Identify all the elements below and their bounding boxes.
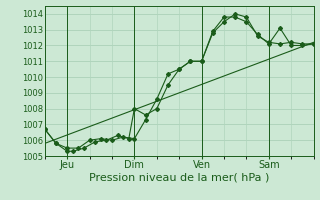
X-axis label: Pression niveau de la mer( hPa ): Pression niveau de la mer( hPa ) [89,173,269,183]
